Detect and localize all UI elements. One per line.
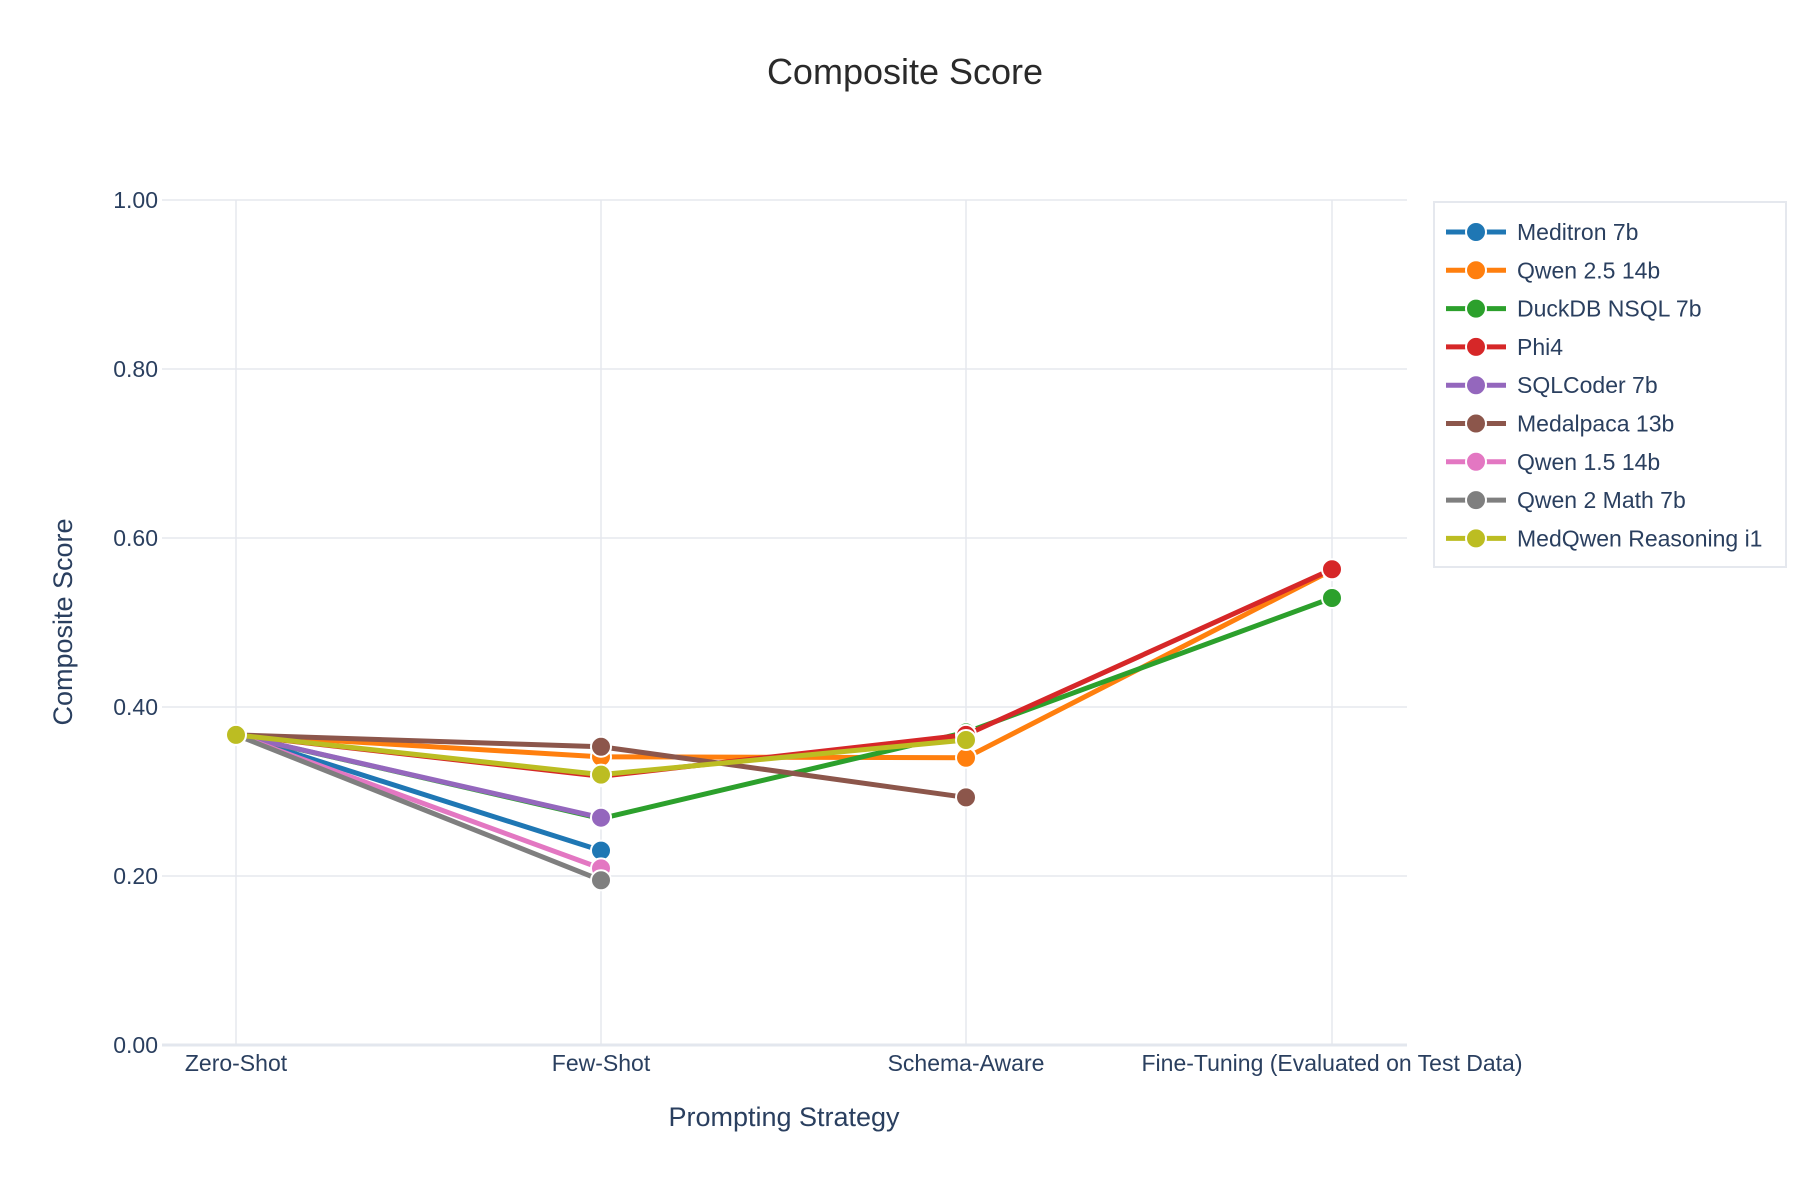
legend-label: Meditron 7b [1517,219,1638,245]
legend-marker [1465,335,1487,358]
legend-marker [1465,259,1487,282]
y-tick-label: 0.00 [113,1032,158,1058]
legend-item[interactable]: Meditron 7b [1446,219,1638,245]
legend-item[interactable]: MedQwen Reasoning i1 [1446,525,1762,551]
x-tick-labels: Zero-Shot Few-Shot Schema-Aware Fine-Tuning… [185,1050,1523,1076]
legend-item[interactable]: Qwen 2.5 14b [1446,257,1660,283]
legend[interactable]: Meditron 7b Qwen 2.5 14b DuckDB NSQL 7b Phi… [1433,201,1787,568]
series-medqwen-reasoning-i1 [225,723,977,786]
data-point [590,763,612,786]
legend-label: Medalpaca 13b [1517,411,1674,437]
legend-item[interactable]: Phi4 [1446,334,1563,360]
data-point [955,786,977,809]
data-point [955,728,977,751]
y-tick-label: 0.60 [113,525,158,551]
y-tick-label: 0.40 [113,694,158,720]
series-line [233,732,604,883]
series-qwen-2-5-14b [225,559,1343,769]
legend-label: DuckDB NSQL 7b [1517,296,1702,322]
y-tick-label: 1.00 [113,187,158,213]
legend-item[interactable]: Medalpaca 13b [1446,411,1674,437]
y-tick-labels: 0.00 0.20 0.40 0.60 0.80 1.00 [113,187,158,1058]
legend-item[interactable]: Qwen 1.5 14b [1446,449,1660,475]
legend-label: SQLCoder 7b [1517,372,1658,398]
x-tick-label: Few-Shot [552,1050,651,1076]
legend-marker [1465,527,1487,550]
chart-title: Composite Score [767,51,1043,92]
series-lines [225,558,1343,892]
x-tick-label: Schema-Aware [888,1050,1045,1076]
legend-marker [1465,221,1487,243]
legend-marker [1465,374,1487,397]
legend-item[interactable]: Qwen 2 Math 7b [1446,487,1686,513]
series-line [233,732,604,821]
y-tick-label: 0.80 [113,356,158,382]
y-axis-title: Composite Score [48,518,78,725]
legend-item[interactable]: SQLCoder 7b [1446,372,1658,398]
legend-marker [1465,450,1487,473]
series-line [233,732,604,854]
x-tick-label: Zero-Shot [185,1050,288,1076]
legend-label: Qwen 2.5 14b [1517,257,1660,283]
legend-label: Qwen 2 Math 7b [1517,487,1686,513]
legend-label: MedQwen Reasoning i1 [1517,525,1762,551]
x-tick-label: Fine-Tuning (Evaluated on Test Data) [1142,1050,1523,1076]
legend-marker [1465,489,1487,512]
data-point [590,735,612,758]
data-point [1321,558,1343,581]
legend-label: Phi4 [1517,334,1563,360]
legend-label: Qwen 1.5 14b [1517,449,1660,475]
grid [162,199,1407,1047]
data-point [1321,586,1343,609]
data-point [590,869,612,892]
data-point [225,723,247,746]
data-point [590,806,612,829]
y-tick-label: 0.20 [113,863,158,889]
legend-item[interactable]: DuckDB NSQL 7b [1446,296,1702,322]
series-line [233,567,1335,761]
legend-marker [1465,412,1487,435]
legend-marker [1465,297,1487,320]
x-axis-title: Prompting Strategy [668,1102,900,1132]
